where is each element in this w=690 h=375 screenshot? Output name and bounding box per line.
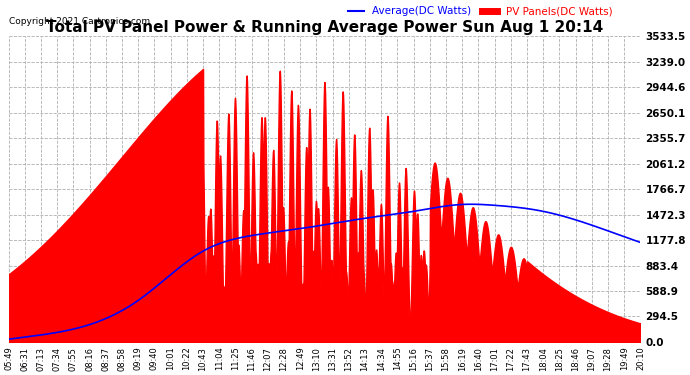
Text: Copyright 2021 Cartronics.com: Copyright 2021 Cartronics.com <box>9 16 150 26</box>
Title: Total PV Panel Power & Running Average Power Sun Aug 1 20:14: Total PV Panel Power & Running Average P… <box>46 20 603 35</box>
Legend: Average(DC Watts), PV Panels(DC Watts): Average(DC Watts), PV Panels(DC Watts) <box>344 2 616 20</box>
